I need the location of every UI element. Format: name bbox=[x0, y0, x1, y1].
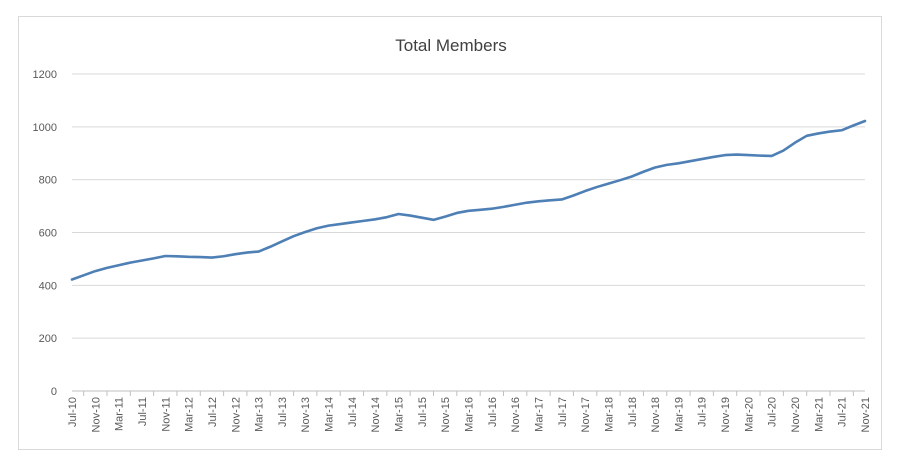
y-tick-label: 1000 bbox=[33, 122, 57, 134]
x-tick-label: Mar-14 bbox=[324, 397, 336, 432]
y-tick-label: 600 bbox=[39, 228, 57, 240]
x-tick-label: Nov-15 bbox=[440, 397, 452, 432]
y-tick-label: 800 bbox=[39, 175, 57, 187]
x-tick-label: Nov-19 bbox=[720, 397, 732, 432]
x-tick-label: Mar-20 bbox=[743, 397, 755, 432]
x-tick-label: Nov-10 bbox=[90, 397, 102, 432]
series-layer bbox=[70, 119, 867, 281]
x-tick-label: Nov-16 bbox=[510, 397, 522, 432]
x-tick-label: Nov-12 bbox=[230, 397, 242, 432]
x-tick-label: Mar-17 bbox=[533, 397, 545, 432]
x-tick-label: Nov-20 bbox=[790, 397, 802, 432]
y-tick-label: 1200 bbox=[33, 69, 57, 81]
y-tick-label: 400 bbox=[39, 280, 57, 292]
series-line bbox=[70, 119, 867, 281]
x-tick-label: Nov-13 bbox=[300, 397, 312, 432]
x-tick-label: Mar-13 bbox=[254, 397, 266, 432]
x-tick-label: Jul-18 bbox=[627, 397, 639, 427]
x-tick-label: Mar-19 bbox=[673, 397, 685, 432]
y-axis: 0 200 400 600 800 1000 1200 bbox=[33, 69, 57, 398]
x-tick-label: Jul-10 bbox=[67, 397, 79, 427]
x-tick-label: Mar-15 bbox=[394, 397, 406, 432]
x-tick-label: Jul-15 bbox=[417, 397, 429, 427]
x-tick-label: Jul-17 bbox=[557, 397, 569, 427]
x-tick-label: Nov-17 bbox=[580, 397, 592, 432]
x-tick-label: Jul-14 bbox=[347, 397, 359, 427]
x-tick-label: Mar-18 bbox=[603, 397, 615, 432]
chart-title: Total Members bbox=[395, 36, 506, 55]
y-tick-label: 0 bbox=[51, 386, 57, 398]
gridlines bbox=[72, 73, 865, 339]
x-tick-label: Jul-16 bbox=[487, 397, 499, 427]
x-tick-label: Mar-12 bbox=[184, 397, 196, 432]
x-tick-label: Mar-16 bbox=[464, 397, 476, 432]
y-tick-label: 200 bbox=[39, 333, 57, 345]
x-tick-label: Nov-21 bbox=[860, 397, 872, 432]
x-tick-label: Jul-19 bbox=[697, 397, 709, 427]
x-tick-label: Jul-12 bbox=[207, 397, 219, 427]
x-tick-label: Nov-18 bbox=[650, 397, 662, 432]
x-tick-label: Nov-11 bbox=[160, 397, 172, 432]
x-axis: Jul-10 Nov-10 Mar-11 Jul-11 Nov-11 Mar-12 Jul-… bbox=[67, 390, 872, 432]
x-tick-label: Mar-21 bbox=[813, 397, 825, 432]
x-tick-label: Jul-11 bbox=[137, 397, 149, 426]
x-tick-label: Jul-20 bbox=[767, 397, 779, 427]
x-tick-label: Jul-13 bbox=[277, 397, 289, 427]
x-tick-label: Mar-11 bbox=[114, 397, 126, 431]
x-tick-label: Jul-21 bbox=[837, 397, 849, 427]
x-tick-label: Nov-14 bbox=[370, 397, 382, 432]
